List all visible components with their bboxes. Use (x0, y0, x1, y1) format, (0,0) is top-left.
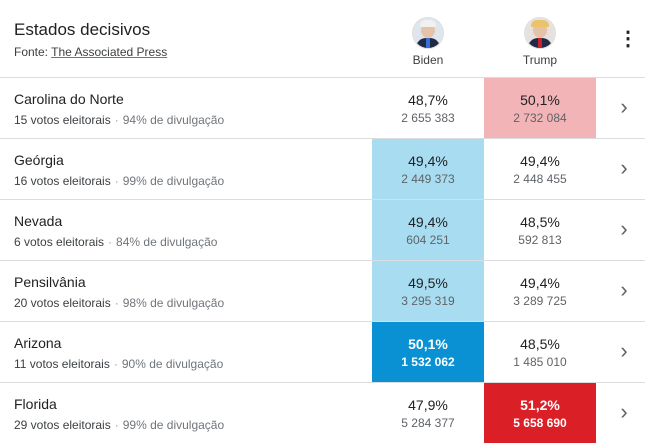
candidate-trump: Trump (484, 17, 596, 67)
separator-dot: · (114, 174, 119, 188)
electoral-votes: 11 votos eleitorais (14, 357, 110, 371)
trump-percent: 49,4% (520, 153, 560, 169)
trump-result-cell: 49,4% 3 289 725 (484, 261, 596, 321)
biden-result-cell: 47,9% 5 284 377 (372, 383, 484, 443)
state-name: Carolina do Norte (14, 91, 124, 107)
trump-votes: 1 485 010 (513, 355, 567, 369)
state-meta: 11 votos eleitorais · 90% de divulgação (14, 357, 223, 371)
biden-votes: 2 655 383 (401, 111, 455, 125)
trump-percent: 49,4% (520, 275, 560, 291)
separator-dot: · (113, 357, 118, 371)
source-label: Fonte: (14, 45, 52, 59)
candidate-name-biden: Biden (412, 53, 444, 67)
trump-result-cell: 51,2% 5 658 690 (484, 383, 596, 443)
state-row[interactable]: Nevada 6 votos eleitorais · 84% de divulga… (0, 200, 645, 261)
source-line: Fonte: The Associated Press (14, 45, 167, 59)
trump-votes: 2 732 084 (513, 111, 567, 125)
state-name: Nevada (14, 213, 63, 229)
electoral-votes: 15 votos eleitorais (14, 113, 111, 127)
biden-percent: 49,4% (408, 153, 448, 169)
trump-result-cell: 48,5% 592 813 (484, 200, 596, 260)
trump-votes: 2 448 455 (513, 172, 567, 186)
biden-percent: 50,1% (408, 336, 448, 352)
reporting-percent: 94% de divulgação (122, 113, 225, 127)
biden-result-cell: 49,5% 3 295 319 (372, 261, 484, 321)
biden-result-cell: 49,4% 2 449 373 (372, 139, 484, 199)
state-row[interactable]: Arizona 11 votos eleitorais · 90% de divul… (0, 322, 645, 383)
separator-dot: · (108, 235, 113, 249)
separator-dot: · (114, 418, 119, 432)
biden-result-cell: 48,7% 2 655 383 (372, 78, 484, 138)
chevron-right-icon[interactable]: › (620, 277, 628, 302)
separator-dot: · (114, 296, 119, 310)
reporting-percent: 98% de divulgação (122, 296, 225, 310)
trump-votes: 5 658 690 (513, 416, 567, 430)
trump-percent: 48,5% (520, 336, 560, 352)
trump-percent: 48,5% (520, 214, 560, 230)
electoral-votes: 29 votos eleitorais (14, 418, 111, 432)
electoral-votes: 20 votos eleitorais (14, 296, 111, 310)
separator-dot: · (114, 113, 119, 127)
card-title: Estados decisivos (14, 20, 151, 39)
state-name: Florida (14, 396, 57, 412)
chevron-right-icon[interactable]: › (620, 338, 628, 363)
trump-result-cell: 48,5% 1 485 010 (484, 322, 596, 382)
trump-votes: 592 813 (518, 233, 562, 247)
state-row[interactable]: Florida 29 votos eleitorais · 99% de divul… (0, 383, 645, 443)
reporting-percent: 99% de divulgação (122, 418, 225, 432)
reporting-percent: 90% de divulgação (121, 357, 224, 371)
trump-avatar (524, 17, 556, 49)
results-header: Estados decisivos Fonte: The Associated … (0, 0, 645, 78)
state-row[interactable]: Pensilvânia 20 votos eleitorais · 98% de d… (0, 261, 645, 322)
reporting-percent: 84% de divulgação (116, 235, 218, 249)
biden-result-cell: 50,1% 1 532 062 (372, 322, 484, 382)
state-meta: 6 votos eleitorais · 84% de divulgação (14, 235, 217, 249)
results-table: Carolina do Norte 15 votos eleitorais · 94… (0, 78, 645, 443)
biden-percent: 48,7% (408, 92, 448, 108)
biden-votes: 2 449 373 (401, 172, 455, 186)
biden-votes: 5 284 377 (401, 416, 455, 430)
chevron-right-icon[interactable]: › (620, 399, 628, 424)
chevron-right-icon[interactable]: › (620, 94, 628, 119)
trump-percent: 50,1% (520, 92, 560, 108)
trump-votes: 3 289 725 (513, 294, 567, 308)
biden-votes: 1 532 062 (401, 355, 455, 369)
state-meta: 15 votos eleitorais · 94% de divulgação (14, 113, 224, 127)
biden-avatar (412, 17, 444, 49)
chevron-right-icon[interactable]: › (620, 155, 628, 180)
biden-percent: 47,9% (408, 397, 448, 413)
biden-votes: 3 295 319 (401, 294, 455, 308)
electoral-votes: 6 votos eleitorais (14, 235, 105, 249)
electoral-votes: 16 votos eleitorais (14, 174, 111, 188)
reporting-percent: 99% de divulgação (122, 174, 225, 188)
candidate-biden: Biden (372, 17, 484, 67)
trump-result-cell: 50,1% 2 732 084 (484, 78, 596, 138)
candidate-name-trump: Trump (522, 53, 558, 67)
state-row[interactable]: Geórgia 16 votos eleitorais · 99% de divul… (0, 139, 645, 200)
chevron-right-icon[interactable]: › (620, 216, 628, 241)
trump-percent: 51,2% (520, 397, 560, 413)
biden-percent: 49,4% (408, 214, 448, 230)
trump-result-cell: 49,4% 2 448 455 (484, 139, 596, 199)
biden-percent: 49,5% (408, 275, 448, 291)
state-name: Pensilvânia (14, 274, 86, 290)
biden-result-cell: 49,4% 604 251 (372, 200, 484, 260)
state-row[interactable]: Carolina do Norte 15 votos eleitorais · 94… (0, 78, 645, 139)
state-name: Geórgia (14, 152, 64, 168)
state-meta: 29 votos eleitorais · 99% de divulgação (14, 418, 224, 432)
more-vert-icon[interactable]: ⋮ (618, 28, 638, 50)
state-name: Arizona (14, 335, 62, 351)
state-meta: 20 votos eleitorais · 98% de divulgação (14, 296, 224, 310)
source-link[interactable]: The Associated Press (51, 45, 168, 59)
biden-votes: 604 251 (406, 233, 450, 247)
state-meta: 16 votos eleitorais · 99% de divulgação (14, 174, 224, 188)
